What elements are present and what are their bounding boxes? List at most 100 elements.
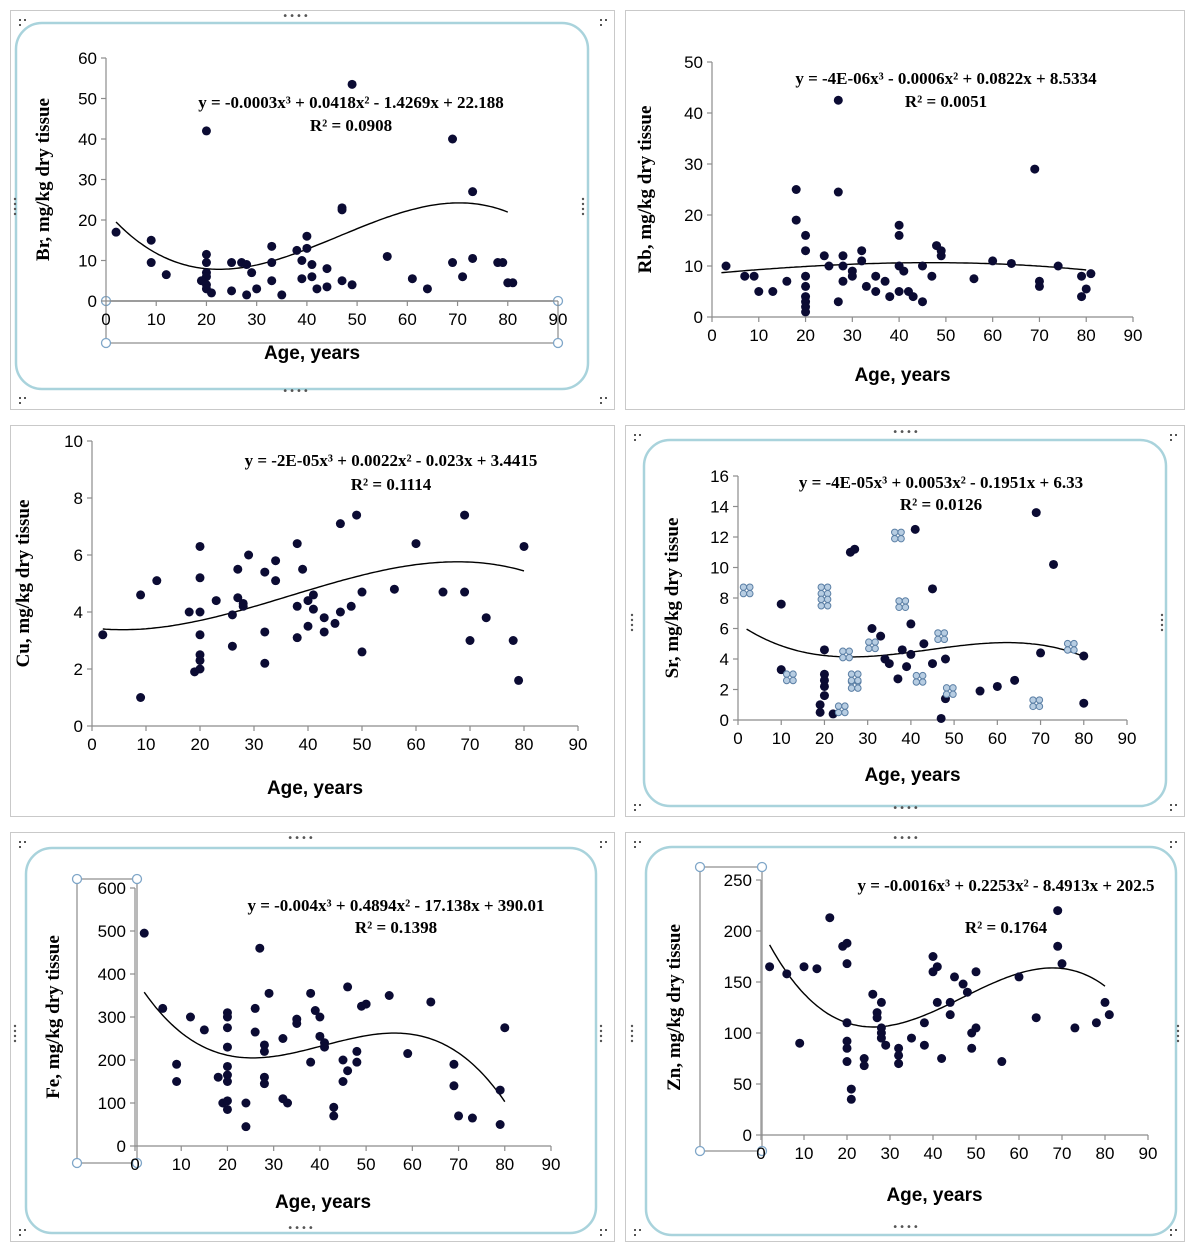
data-point (847, 271, 857, 281)
data-point-alt (834, 702, 843, 710)
x-tick-label: 60 (1010, 1144, 1029, 1163)
y-tick-label: 50 (684, 53, 703, 72)
data-point (791, 215, 801, 225)
chart-svg-cu: 0 2 4 6 8 10 0 10 20 30 40 50 60 70 80 90 Age, years Cu, … (13, 432, 587, 799)
x-tick-label: 70 (1030, 326, 1049, 345)
data-point (1014, 972, 1024, 982)
frame-corner-mark (1170, 841, 1172, 843)
frame-corner-mark (639, 434, 641, 436)
data-point-alt (1063, 639, 1072, 648)
frame-handle-dots: •••• (892, 833, 920, 844)
data-point (950, 972, 959, 982)
data-point (902, 662, 912, 672)
x-tick-label: 90 (1124, 326, 1143, 345)
frame-handle-dot (630, 623, 634, 627)
data-point (801, 230, 811, 240)
frame-handle-dot (630, 628, 634, 632)
x-tick-label: 0 (707, 326, 716, 345)
x-tick-label: 40 (901, 729, 920, 748)
text-box-frame (644, 845, 1178, 1237)
data-point (283, 1098, 293, 1108)
data-point-alt (897, 528, 905, 536)
data-point (971, 1023, 981, 1033)
data-point (184, 607, 194, 617)
data-point (242, 290, 252, 300)
data-point-alt (1070, 639, 1078, 648)
data-point (335, 607, 345, 617)
chart-panel-rb: 0 10 20 30 40 50 0 10 20 30 40 50 60 70 80 90 Age, years… (625, 10, 1185, 410)
data-point (242, 260, 252, 270)
data-point (894, 230, 904, 240)
frame-corner-mark (19, 397, 21, 399)
data-point (936, 713, 946, 723)
chart-svg-fe: •••• •••• 0 100 200 300 400 500 600 0 10 20 30 40 50 60… (13, 833, 607, 1236)
data-point-alt (934, 629, 942, 637)
x-tick-label: 50 (353, 735, 372, 754)
y-tick-label: 250 (724, 871, 752, 890)
y-tick-label: 400 (98, 965, 126, 984)
data-point (195, 630, 205, 640)
data-point (857, 256, 867, 266)
data-point (1079, 698, 1089, 708)
data-point (842, 1036, 852, 1046)
data-point (201, 126, 211, 136)
data-point (308, 604, 318, 614)
data-point (271, 576, 281, 586)
x-tick-label: 0 (733, 729, 742, 748)
data-point (1036, 648, 1046, 658)
x-axis-label: Age, years (267, 778, 363, 799)
data-point (481, 613, 491, 623)
data-point (1104, 1010, 1114, 1020)
x-tick-label: 60 (403, 1155, 422, 1174)
data-point (222, 1077, 232, 1086)
data-point (937, 1054, 947, 1063)
data-point (222, 1070, 232, 1080)
x-tick-label: 60 (988, 729, 1007, 748)
chart-svg-zn: •••• •••• 0 50 100 150 200 250 0 10 20 30 40 50 60 70 80… (630, 833, 1180, 1237)
data-point-alt (839, 647, 847, 655)
data-point (907, 1033, 916, 1043)
frame-corner-mark (600, 1229, 602, 1231)
x-tick-label: 20 (191, 735, 210, 754)
data-point (227, 641, 237, 651)
frame-corner-mark (1170, 1229, 1172, 1231)
x-axis-label: Age, years (264, 343, 360, 364)
data-point-alt (949, 690, 957, 698)
r-squared-label: R² = 0.1114 (351, 475, 432, 494)
selection-rect (105, 300, 559, 344)
frame-handle-dot (599, 1024, 603, 1028)
data-point (1053, 261, 1063, 271)
data-point (819, 645, 829, 655)
frame-handle-dot (1176, 1029, 1180, 1033)
r-squared-label: R² = 0.0051 (905, 92, 987, 111)
data-point (740, 271, 750, 281)
data-point (749, 271, 759, 281)
frame-corner-mark (634, 434, 636, 436)
data-point-alt (847, 670, 856, 678)
data-point (302, 231, 312, 241)
r-squared-label: R² = 0.1764 (965, 918, 1048, 937)
frame-handle-dot (13, 212, 17, 216)
data-point (306, 1057, 316, 1067)
r-squared-label: R² = 0.0126 (900, 495, 982, 514)
chart-panel-zn: •••• •••• 0 50 100 150 200 250 0 10 20 30 40 50 60 70 80… (625, 832, 1185, 1242)
x-tick-label: 40 (299, 735, 318, 754)
data-point (267, 276, 277, 286)
chart-svg-rb: 0 10 20 30 40 50 0 10 20 30 40 50 60 70 80 90 Age, years… (635, 53, 1143, 386)
data-point (260, 567, 270, 577)
data-point-alt (739, 583, 748, 591)
frame-handle-dot (581, 212, 585, 216)
frame-handle-dots: •••• (287, 833, 315, 844)
data-point (508, 636, 518, 645)
x-tick-label: 70 (461, 735, 480, 754)
frame-corner-mark (600, 1234, 602, 1236)
selection-handle (100, 337, 112, 349)
data-point-alt (739, 589, 748, 598)
data-point-alt (871, 638, 879, 646)
x-tick-label: 0 (130, 1155, 139, 1174)
y-tick-label: 10 (78, 252, 97, 271)
data-point (871, 271, 881, 281)
y-tick-label: 0 (88, 292, 97, 311)
data-point (782, 276, 792, 286)
data-point (306, 988, 316, 998)
